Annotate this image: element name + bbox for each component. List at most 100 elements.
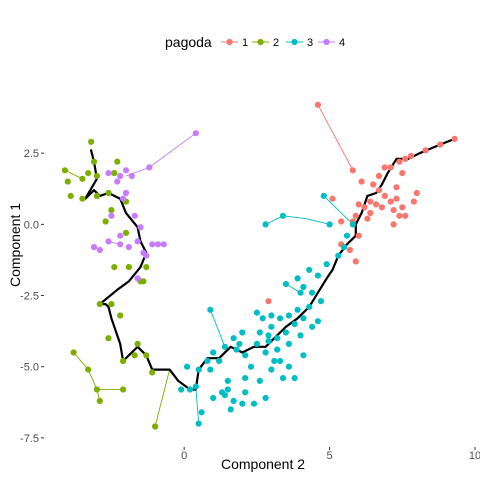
series-1-point [378,204,385,211]
series-2-point [114,158,121,165]
series-1-point [396,158,403,165]
series-3-point [300,315,307,322]
series-1-point [387,164,394,171]
series-1-point [346,246,353,254]
series-1-point [396,212,403,219]
series-3-point [207,306,214,313]
legend: pagoda 1 2 3 4 [165,34,345,50]
series-3-point [262,349,269,356]
series-3-point [291,320,298,328]
series-3-point [224,386,231,393]
series-1-point [373,201,380,208]
legend-key-point [323,38,330,46]
series-2-point [108,207,115,214]
series-3-link [282,215,307,220]
series-1-point [413,189,420,197]
y-axis-title: Component 1 [7,203,23,287]
series-2-point [96,397,103,404]
series-3-point [314,272,321,279]
series-4-point [117,241,124,248]
series-2-point [79,175,86,182]
series-4-link [148,132,197,168]
series-1-point [390,207,397,214]
series-3-point [320,192,327,199]
x-axis: 0 5 10 [181,447,480,462]
series-2-point [93,386,100,393]
series-3-point [242,375,249,382]
series-3-point [277,315,284,322]
series-3-point [236,340,243,347]
series-3-point [271,357,278,365]
series-4-point [125,244,132,251]
series-3-point [198,409,205,416]
series-3-point [247,363,255,370]
series-4-point [108,212,115,219]
series-3-point [268,312,275,319]
series-1-point [381,192,388,199]
series-2-point [70,349,77,356]
series-3-point [282,281,289,288]
series-3-point [300,352,307,359]
series-1-point [329,195,336,202]
series-1-point [370,181,377,188]
series-3-point [178,386,185,393]
trajectory-layer [84,137,456,391]
series-3-point [210,349,217,356]
series-1-point [352,258,359,265]
series-3-point [186,386,194,393]
series-2-point [105,189,112,197]
series-3-point [274,346,281,353]
series-3-point [207,366,214,373]
series-4-point [122,167,130,174]
series-3-point [279,212,287,219]
series-2-point [134,340,141,347]
series-3-point [309,323,316,330]
series-1-point [361,204,368,211]
series-4-point [192,130,199,137]
series-2-point [131,352,138,359]
series-2-point [102,218,109,225]
series-3-point [297,289,304,296]
series-3-point [297,332,304,339]
series-3-point [216,357,223,365]
series-2-point [85,366,92,373]
series-3-link [306,218,330,225]
series-3-point [192,383,199,390]
series-1-point [393,184,400,191]
series-3-point [282,329,289,336]
series-4-point [140,249,147,256]
series-3-point [239,400,246,407]
series-2-link [73,352,89,370]
series-2-point [125,264,132,271]
x-tick-label: 10 [469,450,480,462]
series-3-link [265,215,284,225]
series-2-point [111,264,118,271]
series-2-point [85,170,92,177]
series-3-point [224,377,231,384]
series-2-point [96,301,103,308]
series-3-point [265,332,272,339]
series-2-point [93,192,100,199]
series-2-point [108,301,115,308]
series-1-point [437,141,444,148]
series-2-point [88,138,95,145]
series-1-point [422,147,429,154]
series-3-point [268,323,275,330]
series-3-point [195,420,202,427]
series-1-point [358,178,365,185]
series-3-point [227,406,234,413]
series-3-point [349,221,356,228]
series-3-point [274,335,281,342]
series-3-point [242,352,249,359]
series-2-point [79,195,86,202]
series-3-point [256,329,263,336]
series-1-point [375,172,383,180]
x-tick-label: 5 [327,450,333,462]
series-3-point [242,389,249,396]
series-3-point [221,343,228,350]
series-3-point [239,329,246,336]
y-axis: 2.5 0.0 -2.5 -5.0 -7.5 [20,148,44,445]
series-4-point [134,275,141,282]
legend-label: 4 [339,37,345,49]
series-3-point [309,289,316,296]
